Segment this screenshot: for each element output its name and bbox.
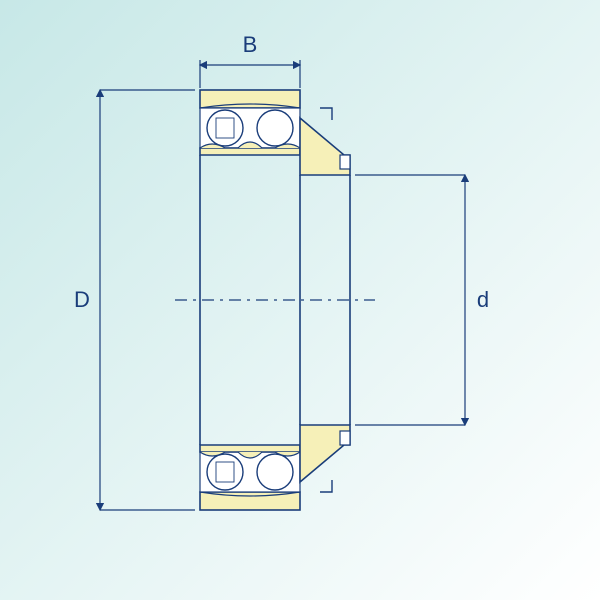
label-D: D [74, 287, 90, 312]
ball-2-top [257, 110, 293, 146]
ball-2-bot [257, 454, 293, 490]
inner-ring-bot [200, 445, 300, 452]
outer-ring-bot [200, 492, 300, 510]
ball-1-bot [207, 454, 243, 490]
inner-ring-top [200, 148, 300, 155]
ball-1-top [207, 110, 243, 146]
label-B: B [243, 32, 258, 57]
outer-ring-top [200, 90, 300, 108]
bearing-cross-section-diagram: D d B [0, 0, 600, 600]
locknut-notch-bot [340, 431, 350, 445]
locknut-notch-top [340, 155, 350, 169]
label-d: d [477, 287, 489, 312]
